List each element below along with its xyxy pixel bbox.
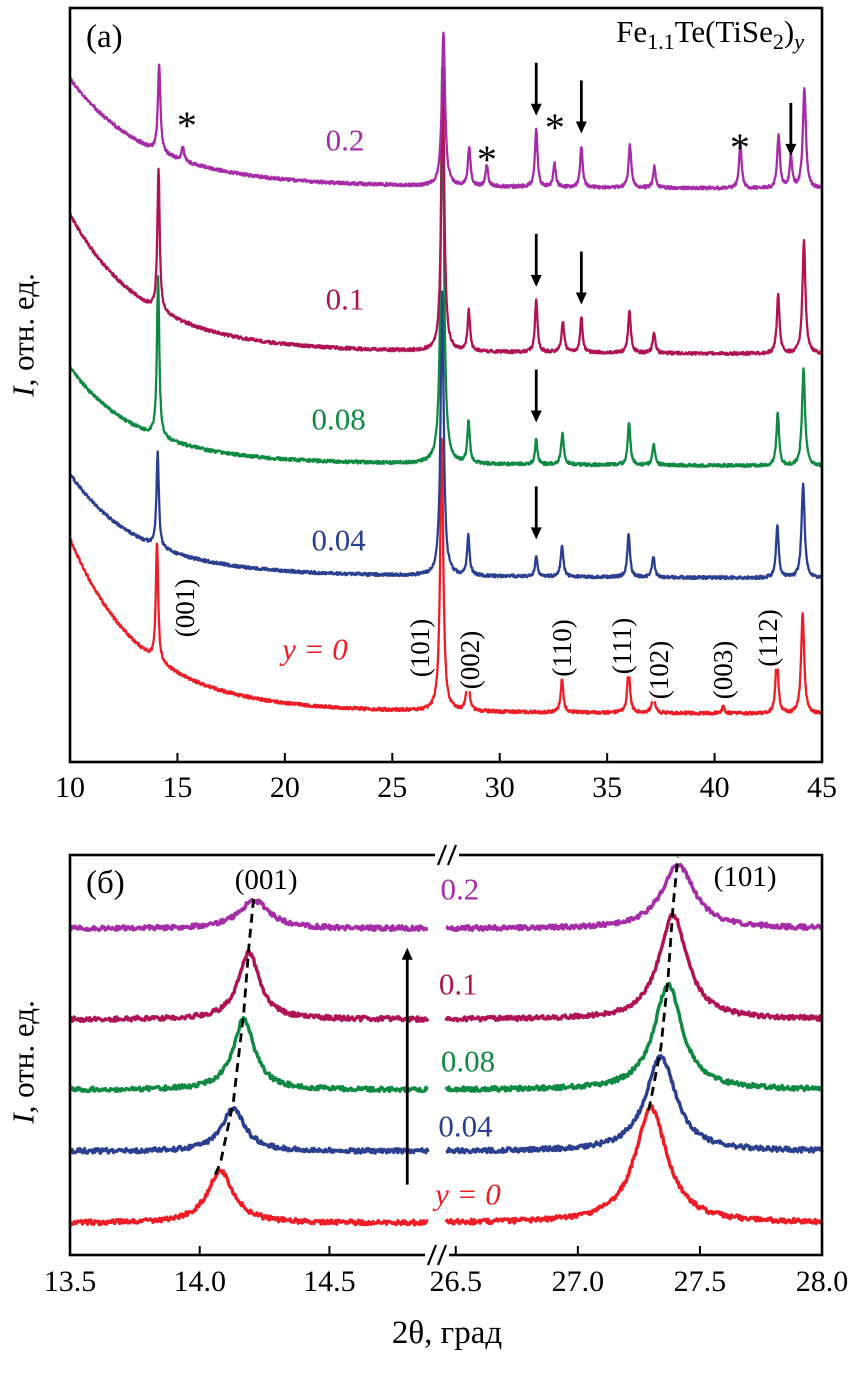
increasing-y-arrow-head: [401, 947, 413, 960]
xrd-curve-a-02: [68, 31, 824, 191]
xrd-curve-a-y0: [68, 437, 824, 716]
panel-b-frame: [68, 853, 824, 1257]
impurity-arrow-a-6-head: [785, 143, 797, 156]
peak-shift-guide-1: [647, 856, 680, 1111]
xrd-curve-a-004: [68, 290, 823, 581]
xrd-curve-b-seg1-01: [444, 912, 824, 1023]
impurity-arrow-a-0-head: [530, 527, 542, 540]
xrd-curve-b-seg1-008: [444, 981, 824, 1093]
impurity-arrow-a-2-head: [530, 274, 542, 287]
xrd-curve-b-seg1-02: [445, 862, 824, 933]
xrd-curve-a-008: [68, 66, 823, 469]
xrd-curve-b-seg1-y0: [444, 1104, 824, 1226]
axis-break-slash: [426, 1244, 438, 1266]
panel-a-frame: [68, 6, 824, 764]
xrd-curve-b-seg0-004: [68, 1106, 430, 1155]
impurity-arrow-a-4-head: [530, 103, 542, 116]
xrd-curve-b-seg0-02: [68, 898, 429, 933]
impurity-arrow-a-3-head: [575, 292, 587, 305]
xrd-curve-a-01: [68, 80, 823, 357]
impurity-arrow-a-1-head: [530, 410, 542, 423]
impurity-arrow-a-5-head: [575, 121, 587, 134]
xrd-curve-b-seg0-008: [68, 1016, 429, 1094]
axis-break-slash: [436, 844, 448, 866]
xrd-curve-b-seg0-y0: [68, 1167, 429, 1227]
axis-break-slash: [446, 844, 458, 866]
axis-break-slash: [436, 1244, 448, 1266]
xrd-curve-b-seg1-004: [445, 1054, 824, 1155]
